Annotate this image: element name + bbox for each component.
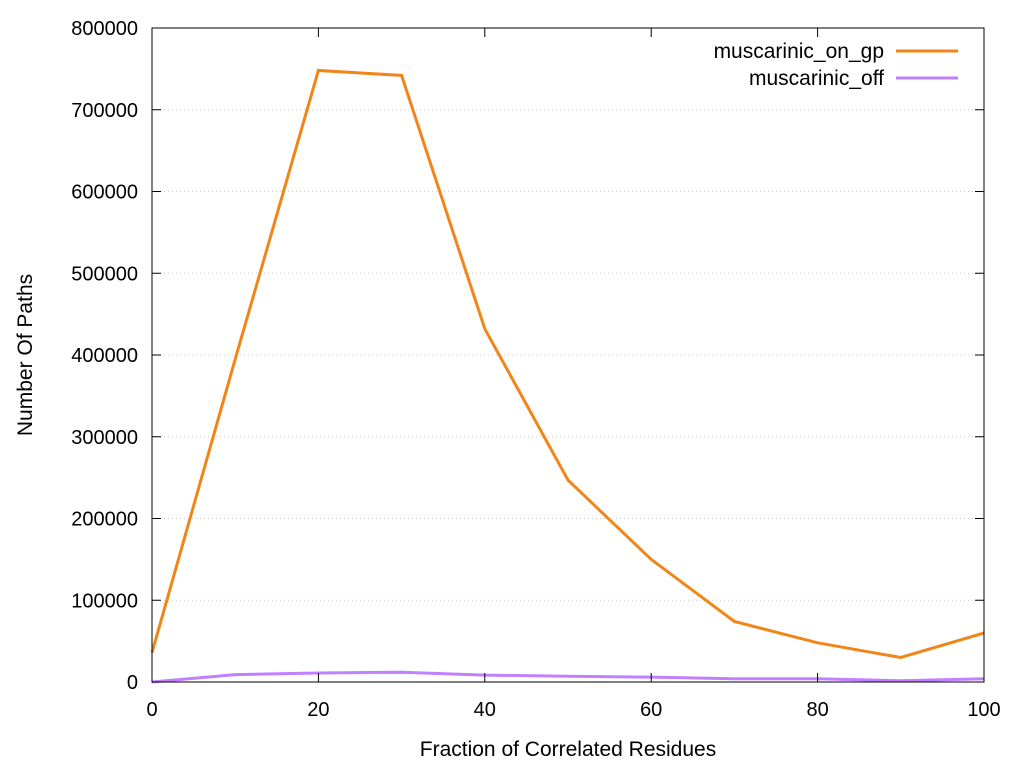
- series-line-muscarinic_off: [151, 670, 985, 684]
- x-axis-label: Fraction of Correlated Residues: [420, 738, 716, 761]
- y-tick-label: 400000: [71, 345, 138, 367]
- legend: muscarinic_on_gp muscarinic_off: [714, 40, 958, 90]
- legend-label: muscarinic_off: [749, 67, 884, 90]
- y-tick-label: 100000: [71, 590, 138, 612]
- y-tick-label: 0: [127, 672, 138, 694]
- y-tick-label: 700000: [71, 100, 138, 122]
- x-tick-label: 40: [474, 699, 496, 721]
- x-tick-label: 80: [806, 699, 828, 721]
- legend-label: muscarinic_on_gp: [714, 40, 884, 63]
- y-tick-label: 500000: [71, 263, 138, 285]
- y-tick-label: 200000: [71, 509, 138, 531]
- x-tick-label: 60: [640, 699, 662, 721]
- y-tick-label: 300000: [71, 427, 138, 449]
- series-line-muscarinic_on_gp: [150, 68, 985, 660]
- y-tick-label: 600000: [71, 182, 138, 204]
- x-tick-label: 0: [146, 699, 157, 721]
- grid-lines: [152, 109, 984, 601]
- axis-ticks: 0 100000 200000 300000 400000 500000 600000 700…: [71, 18, 1000, 721]
- y-axis-label: Number Of Paths: [14, 274, 37, 436]
- series-lines: [150, 68, 985, 684]
- x-tick-label: 20: [307, 699, 329, 721]
- x-tick-label: 100: [967, 699, 1000, 721]
- y-tick-label: 800000: [71, 18, 138, 40]
